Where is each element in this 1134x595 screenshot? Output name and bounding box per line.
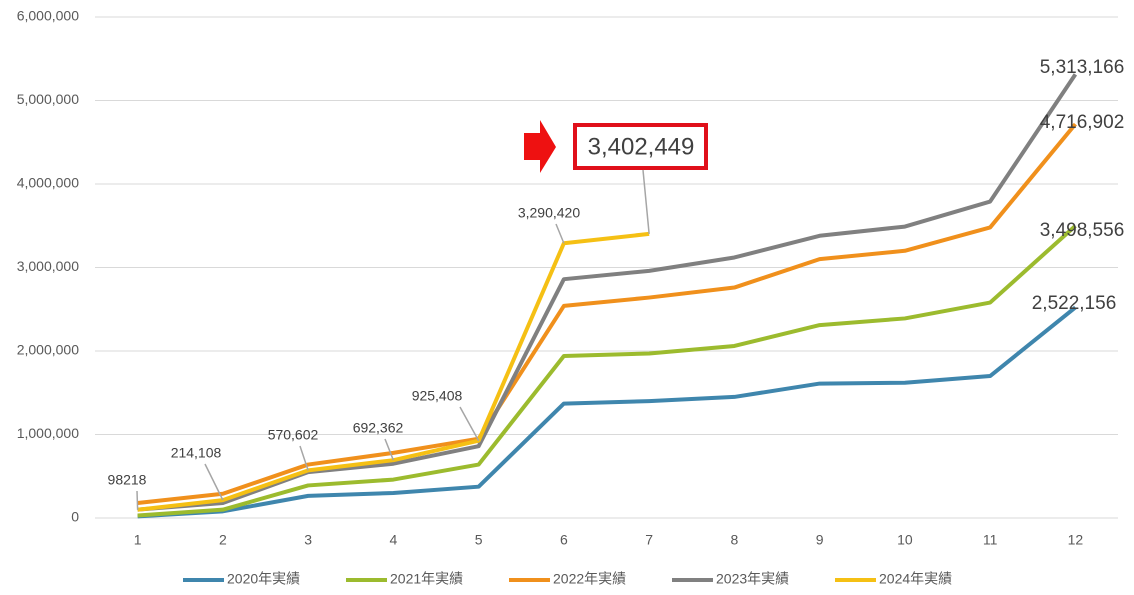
legend-label: 2023年実績 [716,571,789,587]
highlight-arrow [524,120,556,173]
x-tick-label: 5 [475,532,483,548]
legend-label: 2021年実績 [390,571,463,587]
y-tick-label: 0 [71,509,79,525]
x-tick-label: 6 [560,532,568,548]
x-tick-label: 2 [219,532,227,548]
y-tick-label: 2,000,000 [17,342,79,358]
series-line [137,305,1077,519]
y-tick-label: 4,000,000 [17,175,79,191]
leader-line [136,490,139,510]
data-label: 692,362 [353,420,404,436]
y-tick-label: 3,000,000 [17,258,79,274]
x-tick-label: 10 [897,532,913,548]
leader-line [459,406,480,442]
series-line [137,122,1077,505]
leader-line [555,223,565,244]
legend-label: 2020年実績 [227,571,300,587]
y-tick-label: 1,000,000 [17,425,79,441]
x-tick-label: 3 [304,532,312,548]
leader-line [384,438,395,461]
data-label: 5,313,166 [1040,57,1125,78]
data-label: 214,108 [171,445,222,461]
data-label: 4,716,902 [1040,112,1125,133]
data-label: 3,402,449 [588,133,695,160]
x-tick-label: 1 [134,532,142,548]
x-tick-label: 12 [1068,532,1084,548]
data-label: 570,602 [268,427,319,443]
leader-line [204,463,224,501]
leader-line [642,169,650,234]
series-line [137,224,1077,518]
data-label: 3,290,420 [518,205,580,221]
data-label: 3,498,556 [1040,220,1125,241]
y-tick-label: 5,000,000 [17,91,79,107]
x-tick-label: 9 [816,532,824,548]
highlight-box [573,123,708,170]
legend-label: 2022年実績 [553,571,626,587]
x-tick-label: 11 [983,532,998,548]
data-label: 925,408 [412,388,463,404]
x-tick-label: 8 [730,532,738,548]
x-tick-label: 4 [389,532,397,548]
series-line [137,231,650,512]
data-label: 2,522,156 [1032,293,1117,314]
leader-line [299,445,309,471]
y-tick-label: 6,000,000 [17,8,79,24]
data-label: 98218 [108,472,147,488]
legend-label: 2024年実績 [879,571,952,587]
x-tick-label: 7 [645,532,653,548]
